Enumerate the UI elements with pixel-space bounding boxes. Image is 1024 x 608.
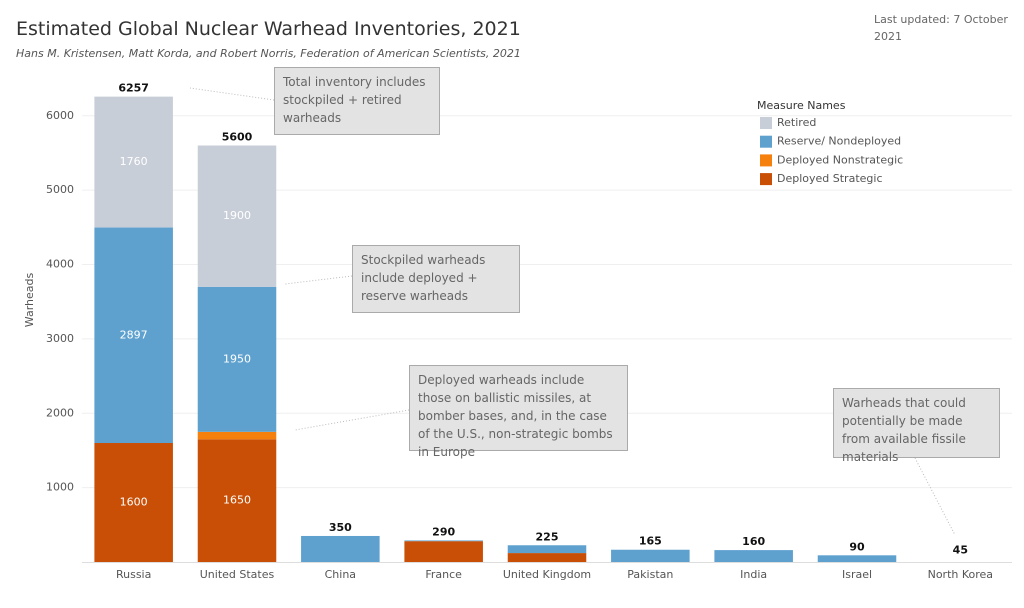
total-label: 45 [953, 544, 968, 557]
x-tick-label: France [425, 568, 462, 581]
bar-segment [197, 431, 277, 440]
annotation-leader [914, 457, 956, 536]
legend-swatch [760, 117, 772, 129]
total-label: 225 [536, 530, 559, 543]
bar-segment [94, 227, 173, 443]
legend-label: Reserve/ Nondeployed [777, 135, 901, 148]
x-tick-label: United States [200, 568, 275, 581]
x-tick-label: United Kingdom [503, 568, 591, 581]
x-tick-label: India [740, 568, 767, 581]
update-note: Last updated: 7 October 2021 [874, 13, 1008, 43]
segment-label: 1600 [120, 496, 148, 509]
y-tick-label: 4000 [46, 258, 74, 271]
bar-segment [507, 545, 587, 554]
segment-label: 1760 [120, 155, 148, 168]
y-tick-label: 2000 [46, 406, 74, 419]
chart-title: Estimated Global Nuclear Warhead Invento… [16, 18, 521, 40]
bar-segment [197, 439, 277, 562]
legend-swatch [760, 154, 772, 167]
y-tick-label: 3000 [46, 332, 74, 345]
segment-label: 1650 [223, 494, 251, 507]
y-tick-label: 6000 [46, 109, 74, 122]
bar-segment [507, 553, 587, 562]
y-tick-label: 5000 [46, 183, 74, 196]
annotation: Warheads that could potentially be made … [833, 388, 1000, 464]
bar-segment [94, 96, 173, 228]
total-label: 290 [432, 525, 455, 538]
x-tick-label: Israel [842, 568, 872, 581]
bar-segment [94, 443, 173, 562]
annotation-leader [189, 87, 275, 101]
segment-label: 1900 [223, 209, 251, 222]
bar-segment [301, 535, 380, 562]
annotation-leader [294, 409, 410, 431]
segment-label: 2897 [120, 328, 148, 341]
chart-subtitle: Hans M. Kristensen, Matt Korda, and Robe… [16, 47, 521, 60]
bar-segment [404, 541, 483, 562]
bar-segment [197, 145, 277, 287]
legend-label: Deployed Nonstrategic [777, 153, 903, 166]
total-label: 160 [742, 535, 765, 548]
legend-title: Measure Names [757, 99, 846, 112]
x-tick-label: China [325, 568, 356, 581]
annotation-leader [284, 275, 353, 285]
bar-segment [714, 550, 793, 562]
total-label: 6257 [118, 82, 149, 95]
bar-segment [197, 286, 277, 432]
legend-label: Retired [777, 116, 816, 129]
legend-swatch [760, 173, 772, 186]
bar-segment [817, 555, 897, 562]
segment-label: 1950 [223, 352, 251, 365]
total-label: 90 [849, 540, 865, 553]
bar-segment [611, 549, 690, 562]
x-tick-label: Russia [116, 568, 151, 581]
annotation: Total inventory includes stockpiled + re… [274, 67, 440, 135]
annotation: Deployed warheads include those on balli… [409, 365, 628, 459]
y-axis-label: Warheads [23, 273, 36, 328]
total-label: 350 [329, 521, 352, 534]
total-label: 5600 [222, 131, 253, 144]
legend-swatch [760, 135, 772, 148]
bar-segment [404, 540, 483, 542]
total-label: 165 [639, 535, 662, 548]
x-tick-label: Pakistan [627, 568, 673, 581]
x-tick-label: North Korea [928, 568, 993, 581]
annotation: Stockpiled warheads include deployed + r… [352, 245, 520, 313]
y-tick-label: 1000 [46, 481, 74, 494]
legend-label: Deployed Strategic [777, 172, 883, 185]
